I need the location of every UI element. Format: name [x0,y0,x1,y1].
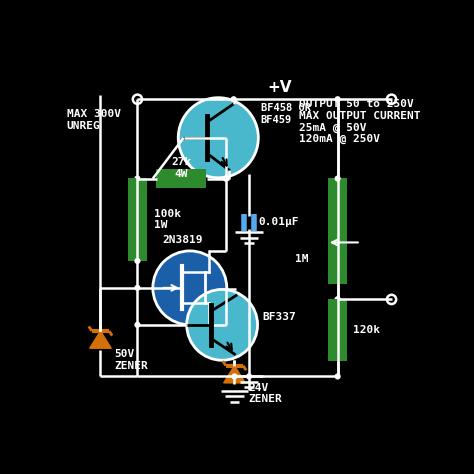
Circle shape [231,96,237,102]
Circle shape [178,98,258,178]
Text: 2N3819: 2N3819 [163,235,203,245]
Polygon shape [90,331,111,348]
Circle shape [335,175,341,182]
Circle shape [231,374,237,380]
Circle shape [134,322,140,328]
Bar [128,178,146,261]
Circle shape [246,374,252,380]
Text: 0.01μF: 0.01μF [258,218,299,228]
Circle shape [223,175,229,182]
Circle shape [134,258,140,264]
Text: OUTPUT 50 to 250V
MAX OUTPUT CURRENT
25mA @ 50V
120mA @ 250V: OUTPUT 50 to 250V MAX OUTPUT CURRENT 25m… [299,99,420,145]
Circle shape [387,95,396,104]
Bar [328,300,347,361]
Text: 1M: 1M [295,254,309,264]
Circle shape [153,251,227,325]
Circle shape [335,96,341,102]
Circle shape [335,296,341,302]
Text: BF337: BF337 [262,312,296,322]
Circle shape [187,290,257,360]
Text: 27k
4W: 27k 4W [171,157,191,179]
Circle shape [223,175,229,182]
Text: 120k: 120k [353,325,380,335]
Circle shape [335,374,341,380]
Circle shape [335,296,341,302]
Bar [328,178,347,283]
Text: 24V
ZENER: 24V ZENER [248,383,282,404]
Circle shape [223,322,229,328]
Bar [156,169,206,188]
Text: 100k
1W: 100k 1W [155,209,182,230]
Polygon shape [224,365,245,383]
Text: BF458 OR
BF459: BF458 OR BF459 [261,103,310,125]
Circle shape [387,295,396,304]
Text: 50V
ZENER: 50V ZENER [114,349,148,371]
Text: +V: +V [268,80,292,95]
Circle shape [133,95,142,104]
Circle shape [134,285,140,291]
Text: MAX 300V
UNREG: MAX 300V UNREG [66,109,120,131]
Circle shape [134,175,140,182]
